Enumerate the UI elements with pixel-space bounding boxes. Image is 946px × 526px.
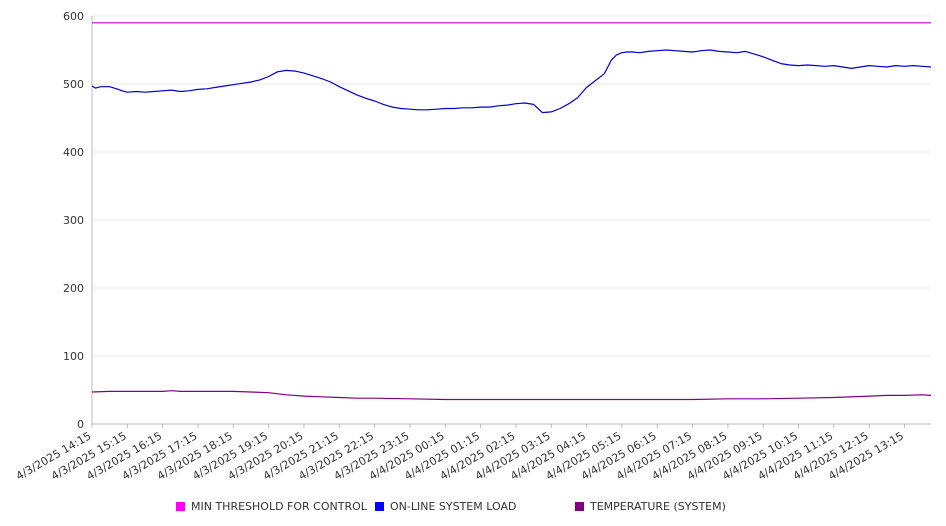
legend-item-min-threshold: MIN THRESHOLD FOR CONTROL (176, 498, 367, 514)
x-tick-labels: 4/3/2025 14:154/3/2025 15:154/3/2025 16:… (14, 429, 906, 483)
grid (92, 15, 931, 357)
y-tick-label-100: 100 (63, 350, 84, 363)
axes (91, 16, 931, 428)
legend-swatch-temperature (575, 501, 584, 511)
y-tick-label-600: 600 (63, 10, 84, 23)
legend-item-temperature: TEMPERATURE (SYSTEM) (575, 498, 726, 514)
y-tick-label-0: 0 (77, 418, 84, 431)
y-tick-label-200: 200 (63, 282, 84, 295)
legend-label-system-load: ON-LINE SYSTEM LOAD (390, 499, 517, 513)
legend-swatch-system-load (375, 501, 384, 511)
series-line-on-line-system-load (91, 49, 932, 114)
series (91, 22, 932, 401)
y-tick-label-500: 500 (63, 78, 84, 91)
legend-swatch-min-threshold (176, 501, 185, 511)
y-tick-label-400: 400 (63, 146, 84, 159)
legend-item-system-load: ON-LINE SYSTEM LOAD (375, 498, 516, 514)
series-line-temperature-system (91, 390, 932, 401)
y-tick-label-300: 300 (63, 214, 84, 227)
legend-label-min-threshold: MIN THRESHOLD FOR CONTROL (191, 499, 367, 513)
legend: MIN THRESHOLD FOR CONTROL ON-LINE SYSTEM… (0, 498, 946, 514)
legend-label-temperature: TEMPERATURE (SYSTEM) (590, 499, 726, 513)
y-tick-labels: 0 100 200 300 400 500 600 (63, 10, 84, 431)
